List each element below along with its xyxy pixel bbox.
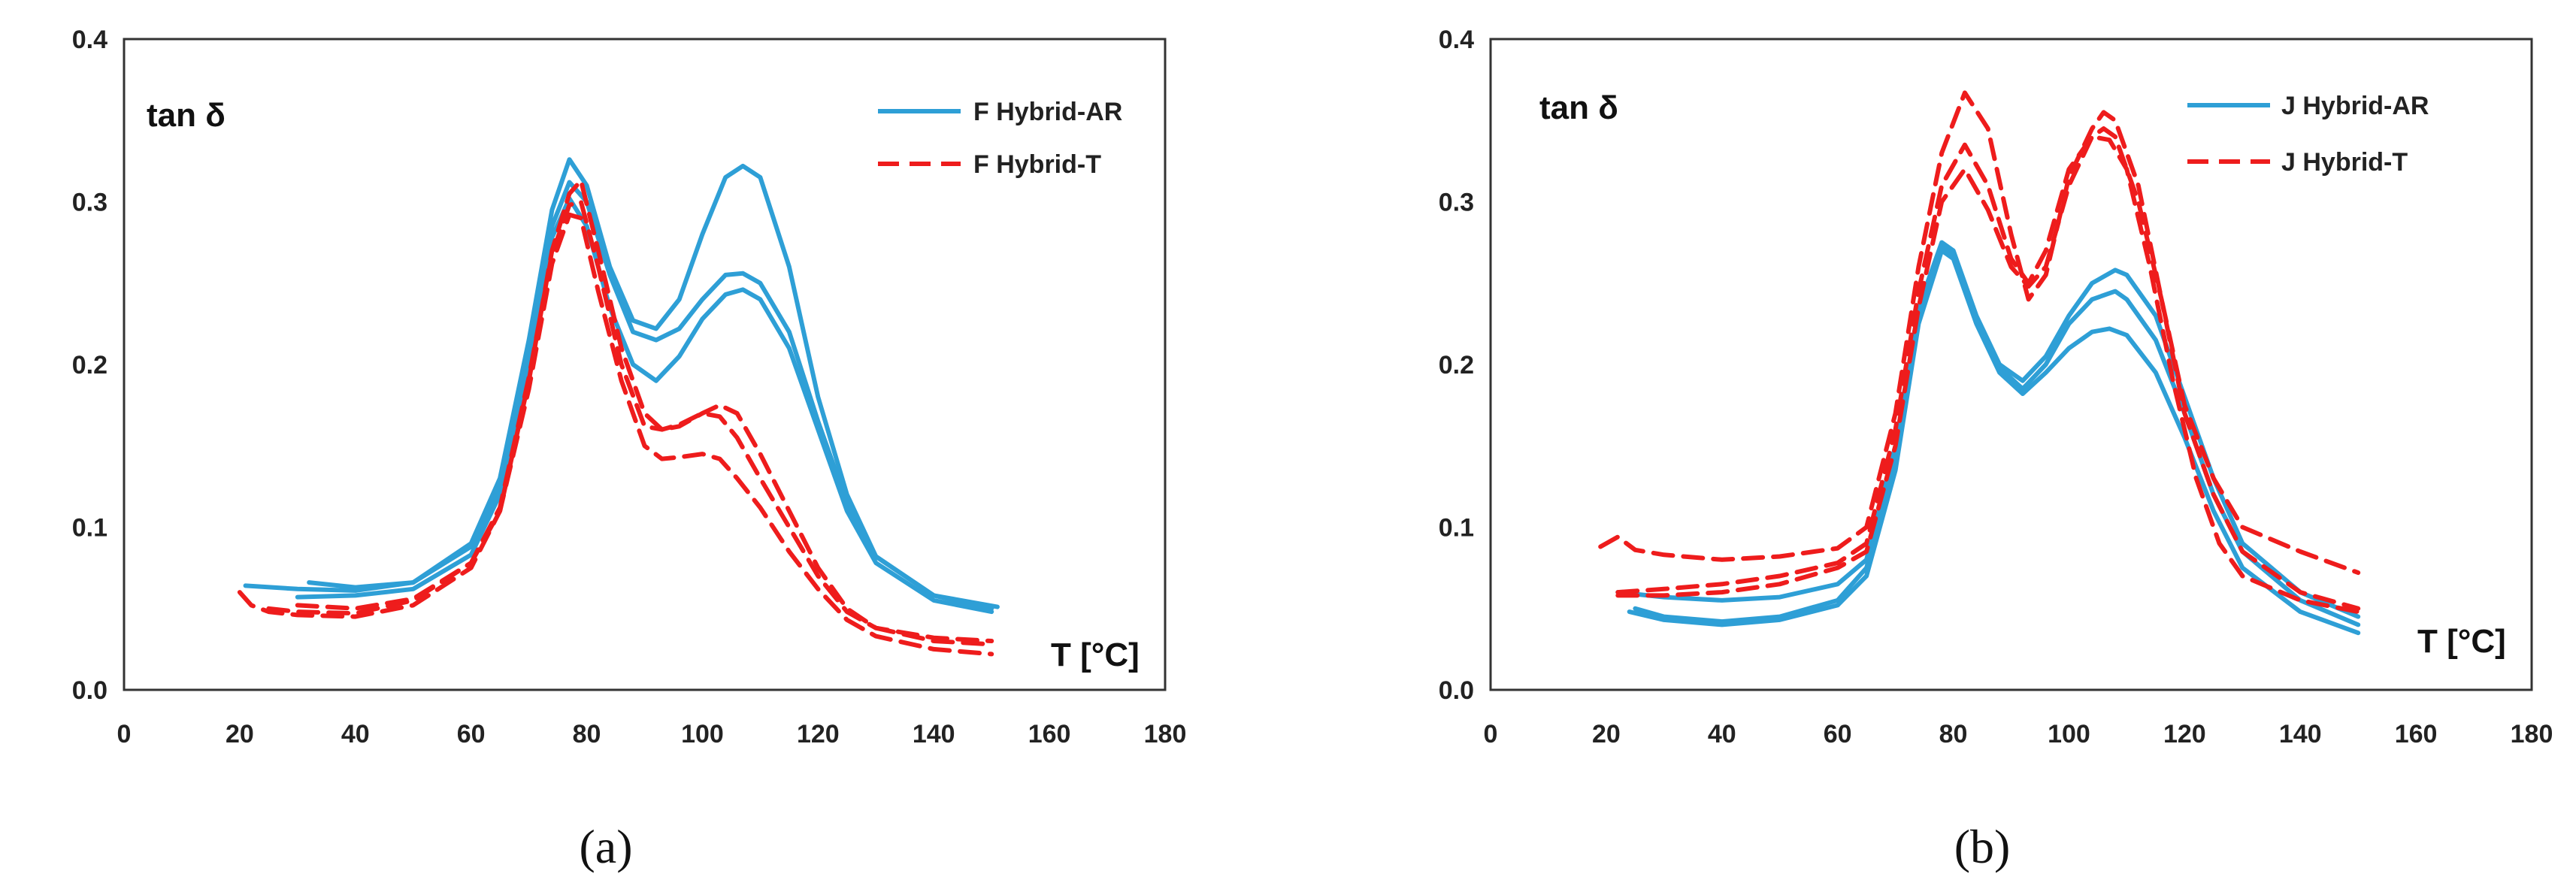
x-tick-label-a: 0: [117, 720, 132, 748]
y-tick-label-a: 0.0: [72, 676, 107, 705]
x-tick-label-b: 20: [1592, 720, 1621, 748]
y-tick-label-b: 0.3: [1439, 189, 1474, 217]
x-tick-label-a: 80: [573, 720, 601, 748]
series-line-f-hybrid-ar-2: [307, 180, 1000, 609]
y-tick-label-a: 0.2: [72, 351, 107, 379]
x-annotation-b: T [°C]: [2417, 623, 2506, 660]
legend-label-ar-a: F Hybrid-AR: [973, 98, 1122, 126]
x-tick-label-b: 100: [2048, 720, 2090, 748]
x-tick-label-a: 60: [457, 720, 486, 748]
panel-b: 0.0 0.1 0.2 0.3 0.4 0 20 40 60 80 100 120 140 160 180…: [1439, 26, 2553, 873]
y-tick-label-b: 0.4: [1439, 26, 1474, 54]
x-tick-label-b: 40: [1708, 720, 1736, 748]
y-tick-label-b: 0.0: [1439, 676, 1474, 705]
y-tick-label-a: 0.3: [72, 189, 107, 217]
series-line-f-hybrid-ar-3: [295, 196, 994, 615]
y-axis-b: 0.0 0.1 0.2 0.3 0.4: [1439, 26, 1474, 705]
x-tick-label-a: 140: [913, 720, 955, 748]
x-tick-label-b: 60: [1824, 720, 1852, 748]
y-tick-label-b: 0.2: [1439, 351, 1474, 379]
legend-label-t-b: J Hybrid-T: [2281, 148, 2408, 177]
x-tick-label-a: 180: [1144, 720, 1187, 748]
x-annotation-a: T [°C]: [1051, 636, 1140, 673]
x-tick-label-a: 20: [226, 720, 254, 748]
x-tick-label-b: 180: [2511, 720, 2553, 748]
y-tick-label-a: 0.4: [72, 26, 107, 54]
y-annotation-a: tan δ: [147, 97, 226, 134]
x-tick-label-a: 100: [681, 720, 724, 748]
legend-b: J Hybrid-AR J Hybrid-T: [2187, 92, 2429, 177]
legend-a: F Hybrid-AR F Hybrid-T: [878, 98, 1122, 179]
x-axis-a: 0 20 40 60 80 100 120 140 160 180: [117, 720, 1187, 748]
legend-label-t-a: F Hybrid-T: [973, 150, 1101, 179]
legend-label-ar-b: J Hybrid-AR: [2281, 92, 2429, 120]
y-axis-a: 0.0 0.1 0.2 0.3 0.4: [72, 26, 107, 705]
y-annotation-b: tan δ: [1539, 89, 1618, 126]
series-line-f-hybrid-t-4: [237, 178, 994, 647]
x-tick-label-b: 80: [1939, 720, 1968, 748]
panel-a: 0.0 0.1 0.2 0.3 0.4 0 20 40 60 80 100 120 140 160 180…: [72, 26, 1187, 873]
series-line-j-hybrid-ar-1: [1615, 240, 2361, 619]
y-tick-label-a: 0.1: [72, 514, 107, 543]
x-axis-b: 0 20 40 60 80 100 120 140 160 180: [1484, 720, 2553, 748]
x-tick-label-a: 40: [341, 720, 370, 748]
plot-frame-b: [1489, 38, 2533, 691]
x-tick-label-a: 160: [1028, 720, 1071, 748]
series-layer-a: [237, 157, 1000, 657]
y-tick-label-b: 0.1: [1439, 514, 1474, 543]
x-tick-label-b: 160: [2395, 720, 2438, 748]
x-tick-label-b: 140: [2279, 720, 2322, 748]
caption-a: (a): [579, 820, 632, 873]
series-line-j-hybrid-t-6: [1615, 126, 2361, 611]
series-line-f-hybrid-ar-1: [243, 157, 994, 611]
plot-frame-a: [123, 38, 1167, 691]
x-tick-label-a: 120: [797, 720, 840, 748]
x-tick-label-b: 120: [2163, 720, 2206, 748]
caption-b: (b): [1954, 820, 2011, 873]
series-layer-b: [1598, 90, 2361, 636]
x-tick-label-b: 0: [1484, 720, 1498, 748]
